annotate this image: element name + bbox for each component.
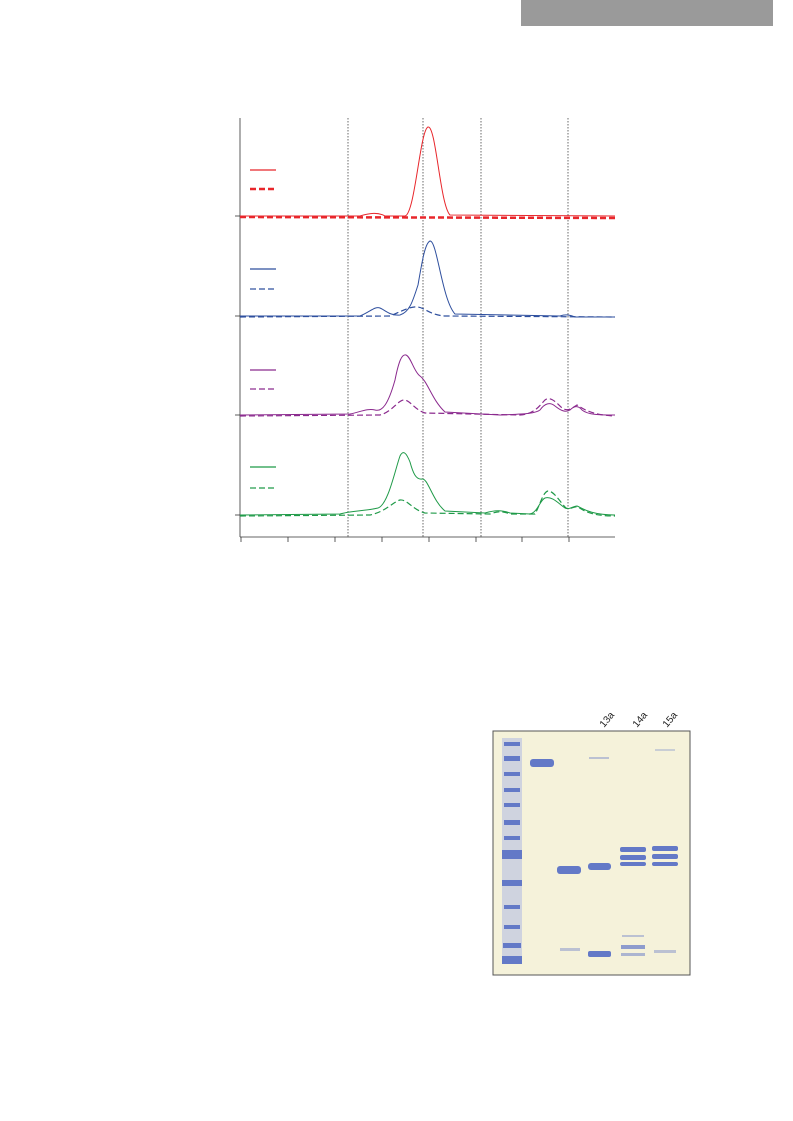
trace (239, 306, 616, 318)
trace (239, 215, 616, 220)
legend-lines (250, 169, 276, 489)
axes (235, 118, 615, 542)
lane-label: 14a (631, 710, 650, 730)
trace (239, 354, 616, 416)
gel: 13a 14a 15a (492, 710, 691, 976)
trace (239, 452, 616, 516)
chromatogram (235, 118, 616, 542)
trace (240, 126, 616, 217)
lane-label: 15a (661, 710, 680, 730)
header-bar (521, 0, 773, 26)
lane-label: 13a (598, 710, 617, 730)
trace (239, 490, 616, 517)
trace (239, 398, 616, 417)
markers (347, 118, 569, 537)
trace (240, 240, 615, 318)
